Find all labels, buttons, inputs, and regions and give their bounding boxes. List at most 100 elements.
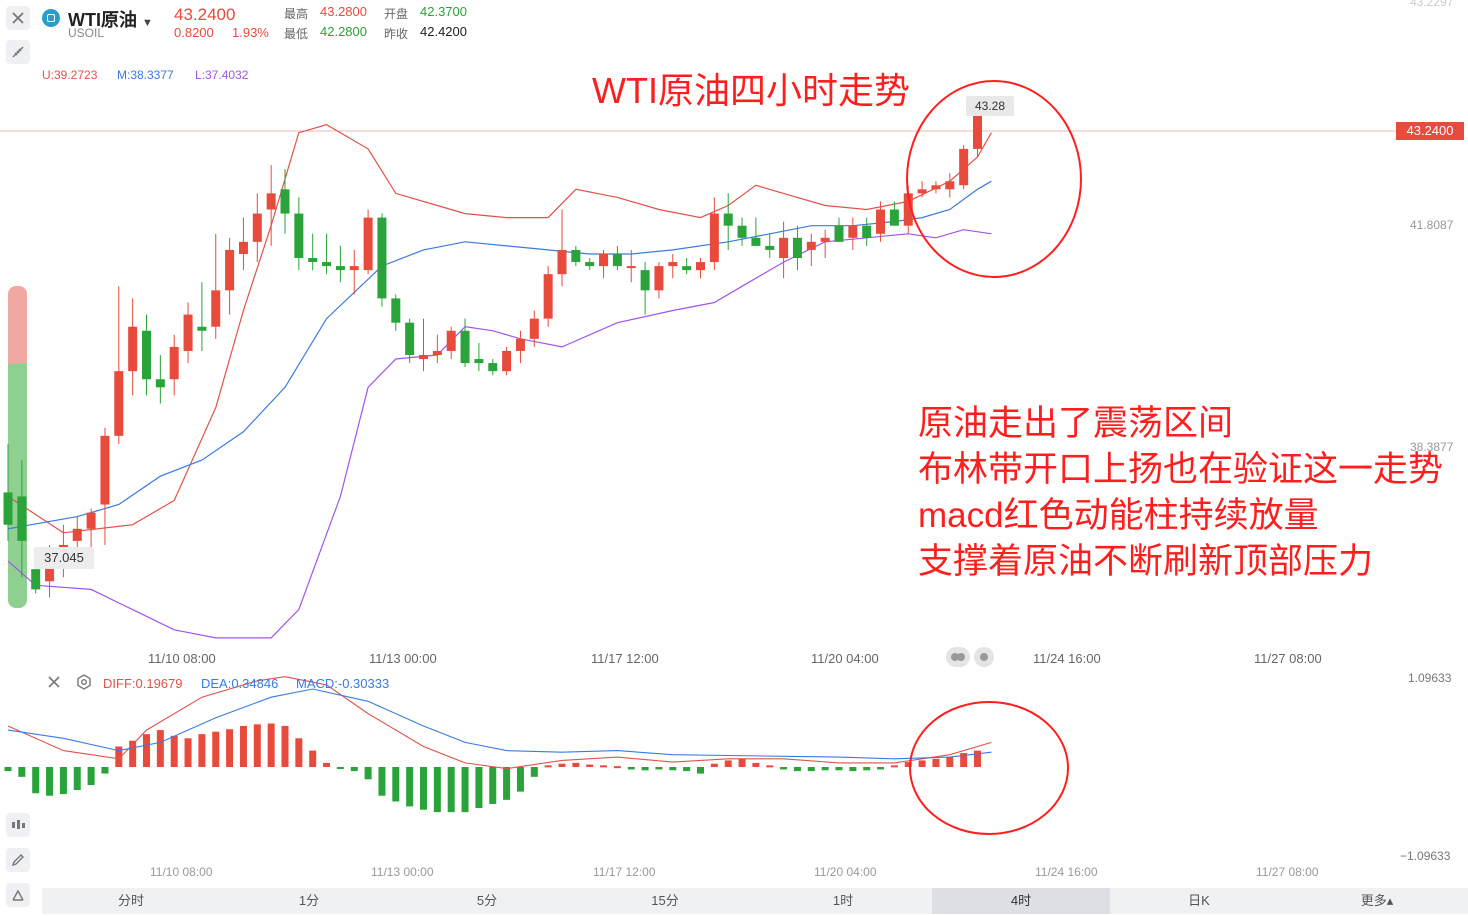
macd-bar: [156, 730, 164, 767]
macd-bar: [904, 762, 912, 767]
macd-bar: [253, 724, 261, 767]
candle: [488, 359, 498, 376]
tab-5min[interactable]: 5分: [476, 893, 498, 908]
macd-bar: [73, 767, 81, 790]
macd-bar: [239, 725, 247, 767]
tab-4hour[interactable]: 4时: [932, 888, 1110, 914]
macd-bar: [420, 767, 427, 810]
macd-bar: [558, 763, 566, 767]
candle-body: [155, 379, 165, 388]
close-icon: [48, 676, 60, 688]
candle: [142, 314, 151, 396]
annotation-line: 原油走出了震荡区间: [918, 404, 1234, 443]
candle: [931, 181, 941, 194]
boll-upper-value: U:39.2723: [42, 68, 98, 82]
tab-daily[interactable]: 日K: [1188, 893, 1210, 908]
macd-bar: [572, 762, 580, 767]
macd-settings-button[interactable]: [76, 674, 94, 692]
macd-bar: [960, 753, 968, 767]
high-marker-tag: 43.28: [966, 96, 1014, 116]
candle: [806, 233, 816, 267]
macd-bar: [932, 758, 940, 767]
candle: [460, 318, 470, 368]
buy-pressure-bar: [8, 286, 27, 364]
macd-bar: [18, 767, 26, 777]
macd-bar: [212, 731, 220, 767]
candle-body: [169, 346, 179, 380]
scroll-left-button[interactable]: [946, 647, 970, 667]
gear-icon: [77, 674, 91, 690]
macd-bar: [461, 767, 469, 813]
candle: [626, 249, 636, 283]
candle-body: [876, 209, 886, 234]
open-label: 开盘: [384, 7, 409, 21]
candle-body: [640, 270, 650, 291]
boll-mid-line: [7, 180, 992, 530]
candle: [585, 258, 595, 271]
candle: [515, 330, 525, 364]
candle-body: [765, 245, 775, 250]
ruler-icon: [12, 46, 24, 58]
measure-tool-button[interactable]: [6, 883, 30, 907]
macd-dea-value: DEA:0.34846: [201, 676, 279, 691]
close-icon: [12, 12, 24, 24]
macd-bar: [170, 735, 178, 767]
boll-upper-line: [7, 124, 992, 534]
prev-close-label: 昨收: [384, 27, 409, 41]
candle: [197, 282, 207, 351]
annotation-title: WTI原油四小时走势: [592, 70, 910, 111]
macd-bar: [683, 767, 691, 772]
candle-body: [446, 330, 456, 351]
candle: [169, 334, 179, 396]
macd-bar: [350, 767, 358, 772]
tab-more[interactable]: 更多▴: [1360, 893, 1394, 908]
candle-body: [322, 262, 332, 267]
chevron-down-icon: ▼: [142, 17, 153, 29]
candle-body: [543, 274, 553, 319]
candle-body: [612, 253, 622, 267]
x-axis-label-macd: 11/13 00:00: [371, 865, 434, 879]
price-axis-tick: 38.3877: [1410, 440, 1454, 454]
candle-body: [529, 318, 539, 339]
candle: [100, 427, 110, 545]
tab-1hour[interactable]: 1时: [832, 893, 854, 908]
macd-value: MACD:-0.30333: [296, 676, 390, 691]
candle-body: [682, 266, 692, 271]
macd-axis-bottom: −1.09633: [1400, 849, 1451, 863]
candle: [349, 249, 359, 295]
candle: [973, 110, 982, 157]
pen-tool-button[interactable]: [6, 848, 30, 872]
x-axis-label: 11/24 16:00: [1033, 651, 1101, 666]
candle: [114, 286, 124, 444]
candle-body: [100, 435, 110, 505]
macd-bar: [793, 767, 801, 772]
candle-body: [419, 355, 428, 360]
candle: [432, 334, 442, 364]
candle: [889, 201, 899, 226]
candle: [599, 249, 609, 279]
candle-body: [862, 225, 872, 238]
macd-bar: [447, 767, 455, 813]
candle-body: [792, 237, 802, 259]
candle: [446, 326, 456, 360]
candle: [737, 217, 747, 246]
scroll-right-button[interactable]: [974, 647, 994, 667]
candle-body: [72, 528, 82, 541]
tab-1min[interactable]: 1分: [298, 893, 320, 908]
tab-15min[interactable]: 15分: [651, 893, 679, 908]
macd-close-button[interactable]: [46, 674, 64, 692]
close-chart-button[interactable]: [6, 6, 30, 30]
macd-bar: [544, 765, 552, 768]
x-axis-label-macd: 11/10 08:00: [150, 865, 213, 879]
draw-tool-button[interactable]: [6, 40, 30, 64]
highlight-circle-price: [906, 80, 1082, 278]
high-value: 43.2800: [320, 4, 367, 19]
candle-body: [197, 326, 207, 331]
indicator-tool-button[interactable]: [6, 813, 30, 837]
macd-bar: [877, 767, 885, 770]
symbol-selector[interactable]: WTI原油 ▼: [68, 6, 153, 32]
candle-body: [668, 262, 678, 267]
candle-body: [266, 193, 276, 210]
tab-timeshare[interactable]: 分时: [117, 893, 144, 908]
